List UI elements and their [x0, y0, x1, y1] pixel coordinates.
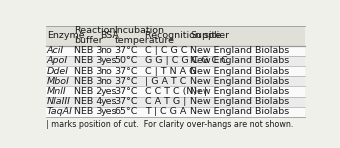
- Text: AciI: AciI: [47, 46, 64, 55]
- Text: New England Biolabs: New England Biolabs: [190, 97, 289, 106]
- Text: MnlI: MnlI: [47, 87, 67, 96]
- Text: yes: yes: [101, 56, 117, 65]
- Text: yes: yes: [101, 87, 117, 96]
- Bar: [46, 107, 305, 117]
- Bar: [46, 96, 305, 107]
- Bar: [46, 86, 305, 96]
- Text: Incubation
temperature: Incubation temperature: [115, 26, 174, 45]
- Text: Enzyme: Enzyme: [47, 31, 85, 40]
- Text: BSA: BSA: [101, 31, 119, 40]
- Text: New England Biolabs: New England Biolabs: [190, 46, 289, 55]
- Text: NEB 3: NEB 3: [74, 46, 102, 55]
- Text: C | C G C: C | C G C: [145, 46, 188, 55]
- Bar: [46, 56, 305, 66]
- Text: C A T G |: C A T G |: [145, 97, 187, 106]
- Bar: [46, 66, 305, 76]
- Text: no: no: [101, 77, 112, 86]
- Text: NEB 3: NEB 3: [74, 77, 102, 86]
- Text: 37°C: 37°C: [115, 67, 138, 76]
- Text: NEB 2: NEB 2: [74, 87, 102, 96]
- Text: yes: yes: [101, 97, 117, 106]
- Text: NEB 3: NEB 3: [74, 107, 102, 116]
- Text: NEB 3: NEB 3: [74, 56, 102, 65]
- Text: NlaIII: NlaIII: [47, 97, 71, 106]
- Text: NEB 4: NEB 4: [74, 97, 102, 106]
- Text: yes: yes: [101, 107, 117, 116]
- Text: MboI: MboI: [47, 77, 70, 86]
- Text: no: no: [101, 46, 112, 55]
- Text: New England Biolabs: New England Biolabs: [190, 77, 289, 86]
- Text: 37°C: 37°C: [115, 46, 138, 55]
- Text: Recognition site: Recognition site: [145, 31, 221, 40]
- Text: TaqAI: TaqAI: [47, 107, 73, 116]
- Bar: [46, 46, 305, 56]
- Text: Supplier: Supplier: [190, 31, 229, 40]
- Text: C C T C (N)₇ |: C C T C (N)₇ |: [145, 87, 207, 96]
- Text: DdeI: DdeI: [47, 67, 69, 76]
- Text: NEB 3: NEB 3: [74, 67, 102, 76]
- Bar: [46, 26, 305, 46]
- Text: New England Biolabs: New England Biolabs: [190, 56, 289, 65]
- Text: Reaction
buffer: Reaction buffer: [74, 26, 116, 45]
- Text: G G | C G C G C C: G G | C G C G C C: [145, 56, 228, 65]
- Text: 37°C: 37°C: [115, 97, 138, 106]
- Text: New England Biolabs: New England Biolabs: [190, 107, 289, 116]
- Text: | G A T C: | G A T C: [145, 77, 187, 86]
- Text: | marks position of cut.  For clarity over-hangs are not shown.: | marks position of cut. For clarity ove…: [46, 120, 293, 129]
- Text: 37°C: 37°C: [115, 77, 138, 86]
- Text: ApoI: ApoI: [47, 56, 68, 65]
- Text: New England Biolabs: New England Biolabs: [190, 67, 289, 76]
- Text: T | C G A: T | C G A: [145, 107, 187, 116]
- Text: no: no: [101, 67, 112, 76]
- Text: 50°C: 50°C: [115, 56, 138, 65]
- Bar: [46, 76, 305, 86]
- Text: 37°C: 37°C: [115, 87, 138, 96]
- Text: New England Biolabs: New England Biolabs: [190, 87, 289, 96]
- Text: 65°C: 65°C: [115, 107, 138, 116]
- Text: C | T N A G: C | T N A G: [145, 67, 197, 76]
